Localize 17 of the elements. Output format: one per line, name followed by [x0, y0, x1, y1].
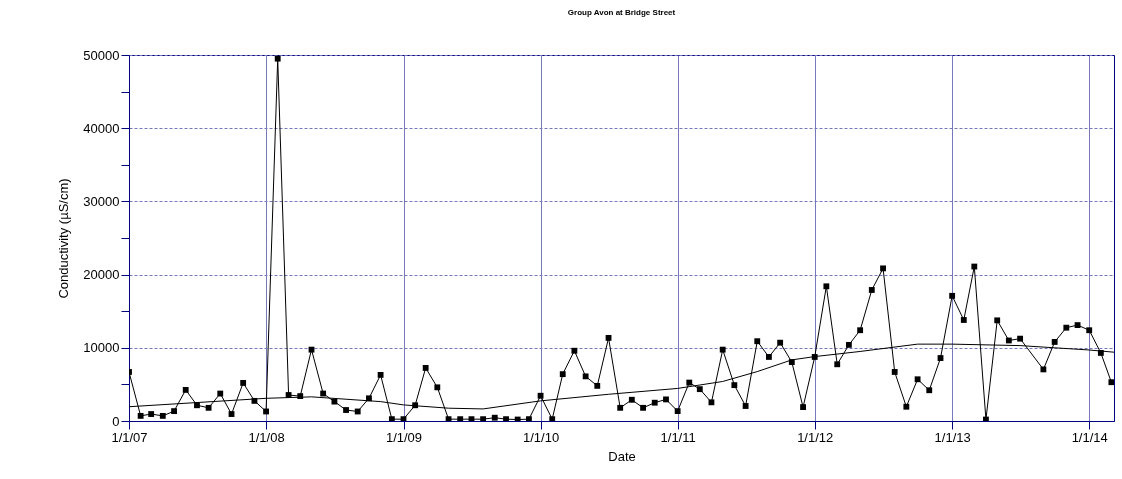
y-axis-title: Conductivity (µS/cm) — [56, 178, 72, 299]
y-tick-label: 40000 — [83, 120, 120, 136]
x-tick-label: 1/1/14 — [1071, 429, 1108, 445]
y-tick-label: 0 — [112, 413, 120, 429]
x-tick-label: 1/1/07 — [111, 429, 148, 445]
y-tick-label: 50000 — [83, 47, 120, 63]
y-tick-label: 10000 — [83, 340, 120, 356]
x-tick-label: 1/1/10 — [523, 429, 560, 445]
x-axis-title: Date — [608, 448, 636, 464]
x-tick-label: 1/1/11 — [660, 429, 696, 445]
x-tick-label: 1/1/12 — [797, 429, 834, 445]
x-tick-label: 1/1/13 — [934, 429, 971, 445]
chart-title: Group Avon at Bridge Street — [567, 8, 676, 17]
y-tick-label: 20000 — [83, 267, 120, 283]
x-tick-label: 1/1/08 — [248, 429, 285, 445]
y-tick-label: 30000 — [83, 193, 120, 209]
x-tick-label: 1/1/09 — [385, 429, 423, 445]
